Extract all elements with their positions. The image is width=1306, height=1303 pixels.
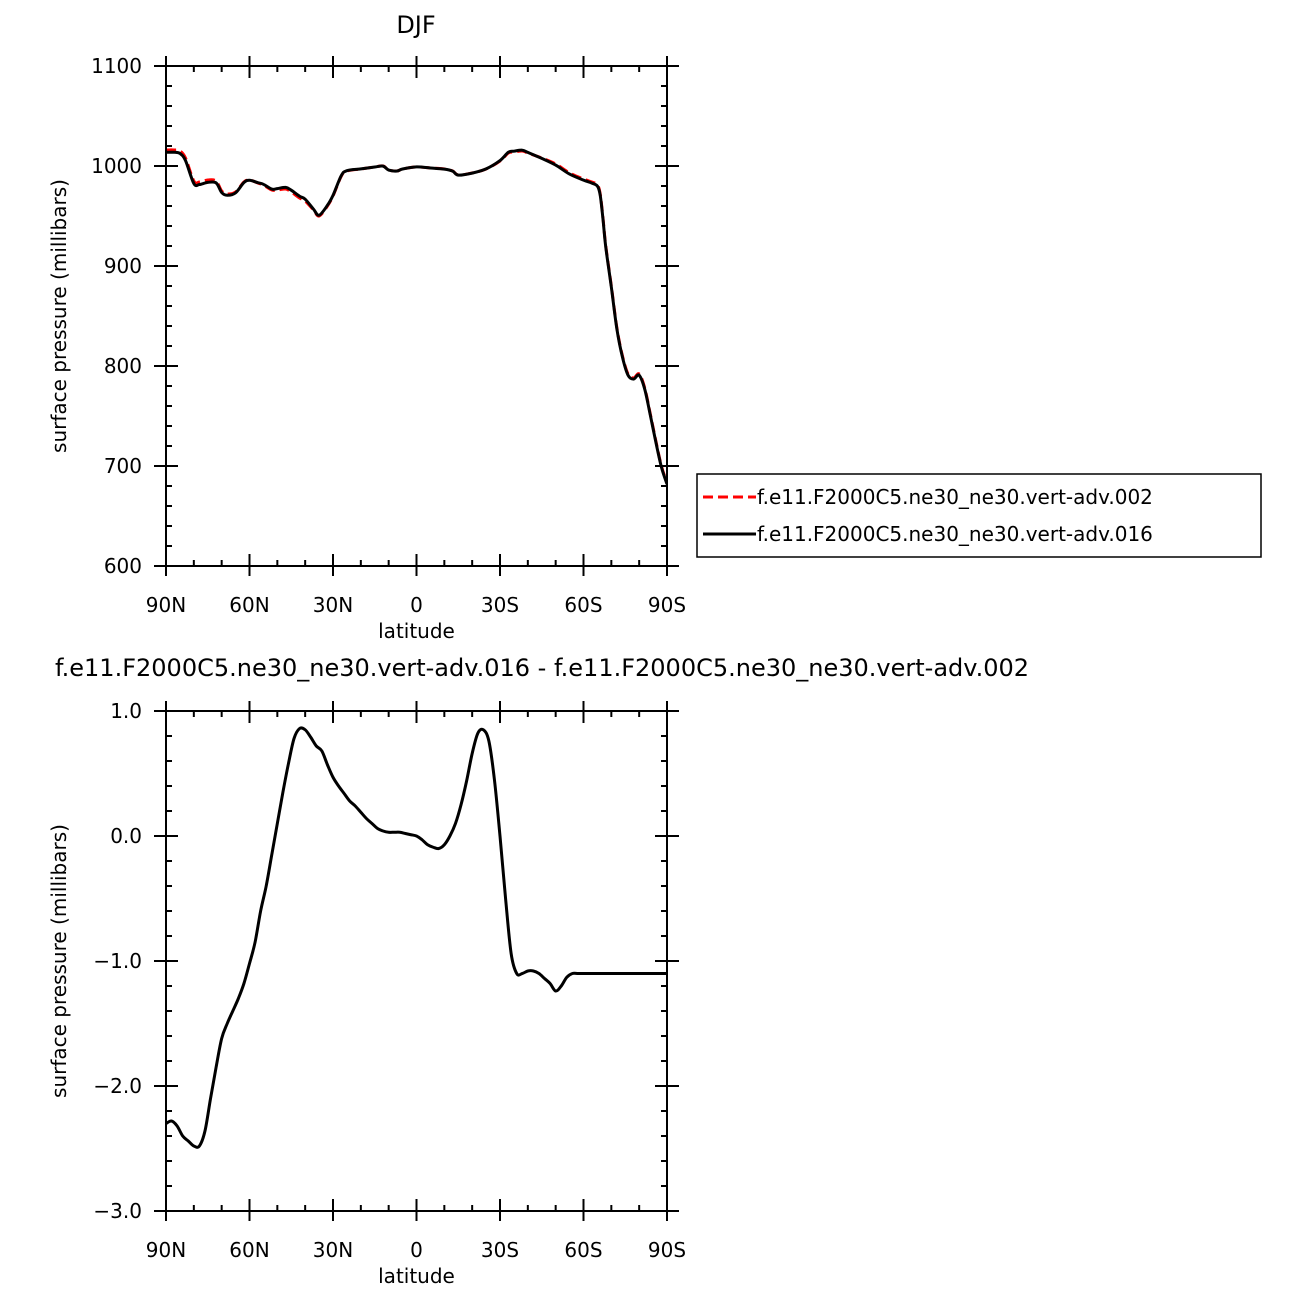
chart-title: f.e11.F2000C5.ne30_ne30.vert-adv.016 - f… xyxy=(55,654,1029,682)
x-axis-label: latitude xyxy=(378,1264,455,1288)
y-tick-label: 0.0 xyxy=(110,824,142,848)
x-tick-label: 0 xyxy=(410,1238,423,1262)
y-tick-label: 700 xyxy=(104,454,142,478)
bottom-chart: f.e11.F2000C5.ne30_ne30.vert-adv.016 - f… xyxy=(47,654,1029,1288)
y-axis-label: surface pressure (millibars) xyxy=(47,824,71,1098)
x-tick-label: 30N xyxy=(313,593,353,617)
x-tick-label: 30S xyxy=(481,1238,519,1262)
y-tick-label: 800 xyxy=(104,354,142,378)
legend: f.e11.F2000C5.ne30_ne30.vert-adv.002 f.e1… xyxy=(696,473,1262,558)
y-axis-label: surface pressure (millibars) xyxy=(47,179,71,453)
series-line xyxy=(166,148,667,485)
plot-frame xyxy=(165,710,668,1212)
plot-frame xyxy=(165,65,668,567)
x-tick-label: 30S xyxy=(481,593,519,617)
series-line xyxy=(166,726,667,1149)
y-tick-label: 1100 xyxy=(91,54,142,78)
y-tick-label: −2.0 xyxy=(93,1074,142,1098)
x-tick-label: 60N xyxy=(229,1238,269,1262)
x-tick-label: 90N xyxy=(146,1238,186,1262)
y-tick-label: 1000 xyxy=(91,154,142,178)
y-tick-label: −1.0 xyxy=(93,949,142,973)
y-tick-label: 600 xyxy=(104,554,142,578)
x-tick-label: 60S xyxy=(564,1238,602,1262)
x-tick-label: 60N xyxy=(229,593,269,617)
top-chart: DJF 90N 60N 30N 0 30S 60S 90S 600 700 800 900 1000 11… xyxy=(47,11,1262,643)
x-tick-label: 0 xyxy=(410,593,423,617)
x-tick-label: 60S xyxy=(564,593,602,617)
legend-box xyxy=(696,473,1262,558)
x-tick-label: 90S xyxy=(648,593,686,617)
x-tick-label: 90N xyxy=(146,593,186,617)
x-tick-label: 90S xyxy=(648,1238,686,1262)
legend-label: f.e11.F2000C5.ne30_ne30.vert-adv.002 xyxy=(757,485,1153,509)
chart-title: DJF xyxy=(396,11,435,39)
y-tick-label: 1.0 xyxy=(110,699,142,723)
y-tick-label: 900 xyxy=(104,254,142,278)
y-tick-label: −3.0 xyxy=(93,1199,142,1223)
series-line xyxy=(166,148,667,484)
legend-label: f.e11.F2000C5.ne30_ne30.vert-adv.016 xyxy=(757,522,1153,546)
x-axis-label: latitude xyxy=(378,619,455,643)
x-tick-label: 30N xyxy=(313,1238,353,1262)
